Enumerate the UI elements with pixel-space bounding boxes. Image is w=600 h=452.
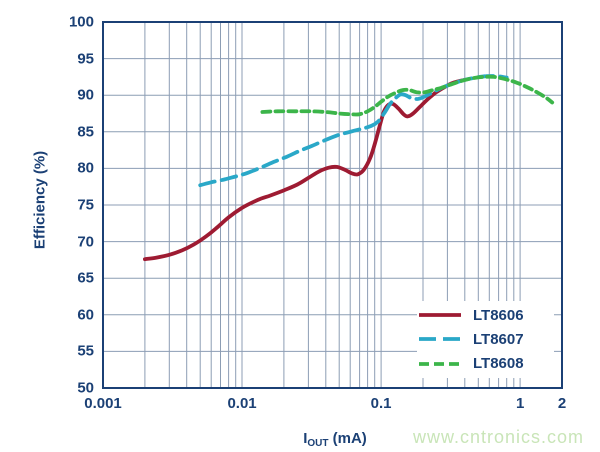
series-curve-lt8606 bbox=[143, 77, 467, 262]
x-tick-label: 2 bbox=[557, 395, 567, 412]
plot-border bbox=[102, 21, 563, 389]
legend-label: LT8608 bbox=[473, 355, 524, 373]
legend-item-lt8608: LT8608 bbox=[417, 356, 554, 371]
legend-item-lt8606: LT8606 bbox=[417, 308, 554, 323]
y-tick-label: 90 bbox=[77, 86, 94, 104]
legend-line-short-dash-icon bbox=[419, 361, 461, 366]
x-tick-label: 0.1 bbox=[370, 395, 392, 412]
x-axis-title-sub: OUT bbox=[307, 438, 329, 449]
x-axis-title-base: I bbox=[303, 430, 308, 447]
x-axis-title-unit: (mA) bbox=[328, 430, 367, 447]
legend: LT8606 LT8607 LT8608 bbox=[417, 301, 554, 378]
x-tick-label: 0.001 bbox=[84, 395, 122, 412]
y-tick-label: 85 bbox=[77, 123, 94, 141]
y-axis-title: Efficiency (%) bbox=[31, 150, 49, 250]
y-tick-label: 100 bbox=[68, 13, 94, 31]
y-tick-label: 65 bbox=[77, 269, 94, 287]
y-tick-label: 70 bbox=[77, 233, 94, 251]
x-tick-label: 1 bbox=[515, 395, 525, 412]
legend-line-long-dash-icon bbox=[419, 337, 461, 342]
x-axis-title: IOUT (mA) bbox=[303, 430, 367, 449]
y-tick-label: 60 bbox=[77, 306, 94, 324]
y-tick-label: 95 bbox=[77, 50, 94, 68]
y-tick-label: 50 bbox=[77, 379, 94, 397]
x-tick-label: 0.01 bbox=[227, 395, 257, 412]
legend-label: LT8606 bbox=[473, 306, 524, 324]
legend-label: LT8607 bbox=[473, 330, 524, 348]
series-curve-lt8608 bbox=[260, 74, 555, 117]
y-tick-label: 80 bbox=[77, 159, 94, 177]
y-tick-label: 55 bbox=[77, 342, 94, 360]
y-tick-label: 75 bbox=[77, 196, 94, 214]
legend-item-lt8607: LT8607 bbox=[417, 332, 554, 347]
legend-line-solid-icon bbox=[419, 313, 461, 318]
watermark: www.cntronics.com bbox=[412, 427, 584, 447]
series-curve-lt8607 bbox=[198, 74, 509, 188]
